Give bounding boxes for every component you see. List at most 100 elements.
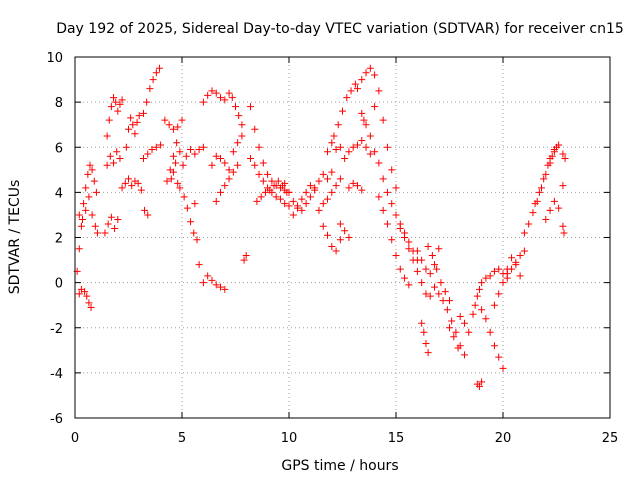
data-point bbox=[232, 103, 239, 111]
data-point bbox=[156, 64, 164, 72]
data-point bbox=[191, 150, 199, 158]
data-point bbox=[131, 130, 139, 138]
data-point bbox=[482, 274, 490, 282]
data-point bbox=[255, 143, 263, 151]
data-point bbox=[259, 159, 267, 167]
data-point bbox=[161, 116, 169, 124]
data-point bbox=[332, 146, 340, 154]
data-point bbox=[362, 69, 370, 77]
data-point bbox=[349, 143, 357, 151]
data-point bbox=[107, 103, 115, 111]
data-point bbox=[353, 182, 361, 190]
data-point bbox=[560, 229, 568, 237]
data-point bbox=[235, 112, 243, 120]
data-point bbox=[330, 132, 338, 140]
data-point bbox=[285, 202, 293, 210]
data-point bbox=[152, 69, 160, 77]
data-point bbox=[358, 109, 366, 117]
data-point bbox=[246, 155, 254, 163]
data-point bbox=[392, 252, 400, 260]
data-point bbox=[191, 200, 199, 208]
y-tick-label: 8 bbox=[55, 96, 63, 111]
data-point bbox=[225, 175, 233, 183]
data-point bbox=[251, 161, 259, 169]
data-point bbox=[383, 188, 391, 196]
data-point bbox=[122, 143, 130, 151]
data-point bbox=[169, 152, 177, 160]
data-point bbox=[388, 200, 396, 208]
data-point bbox=[253, 197, 261, 205]
data-point bbox=[234, 161, 242, 169]
data-point bbox=[125, 175, 132, 183]
data-point bbox=[298, 195, 306, 203]
data-point bbox=[81, 288, 89, 296]
data-point bbox=[183, 204, 191, 212]
data-point bbox=[431, 283, 439, 291]
data-point bbox=[478, 279, 486, 287]
data-point bbox=[85, 299, 93, 307]
data-point bbox=[332, 247, 340, 255]
data-point bbox=[475, 285, 483, 293]
data-point bbox=[490, 342, 498, 350]
data-point bbox=[401, 234, 409, 241]
data-point bbox=[82, 184, 90, 192]
data-point bbox=[460, 319, 468, 327]
data-point bbox=[91, 222, 99, 230]
data-point bbox=[212, 197, 220, 205]
data-point bbox=[448, 317, 456, 325]
data-point bbox=[238, 132, 246, 140]
data-point bbox=[221, 182, 229, 190]
data-point bbox=[86, 161, 94, 169]
data-point bbox=[173, 139, 181, 147]
data-point bbox=[405, 238, 413, 246]
y-axis-label: SDTVAR / TECUs bbox=[7, 180, 23, 295]
data-point bbox=[187, 218, 195, 226]
data-point bbox=[212, 281, 220, 289]
data-point bbox=[336, 236, 344, 244]
data-point bbox=[92, 188, 100, 196]
data-point bbox=[328, 139, 336, 147]
data-point bbox=[83, 292, 91, 300]
x-axis-label: GPS time / hours bbox=[281, 458, 398, 474]
data-point bbox=[324, 231, 332, 239]
data-point bbox=[75, 245, 83, 253]
data-point bbox=[319, 170, 327, 178]
data-point bbox=[238, 121, 246, 129]
data-point bbox=[516, 252, 524, 260]
data-point bbox=[409, 256, 417, 264]
data-point bbox=[413, 247, 421, 255]
data-point bbox=[112, 98, 120, 106]
data-point bbox=[93, 229, 101, 237]
data-point bbox=[306, 182, 314, 190]
data-point bbox=[426, 292, 434, 300]
y-tick-label: 10 bbox=[46, 51, 63, 66]
data-point bbox=[144, 150, 152, 158]
data-point bbox=[88, 211, 96, 219]
data-point bbox=[179, 161, 187, 169]
data-point bbox=[366, 64, 374, 72]
data-point bbox=[345, 234, 353, 241]
data-point bbox=[242, 252, 250, 260]
data-point bbox=[148, 146, 156, 154]
data-point bbox=[379, 206, 387, 214]
y-tick-label: 2 bbox=[55, 232, 63, 247]
data-point bbox=[199, 143, 207, 151]
data-point bbox=[163, 177, 171, 185]
data-point bbox=[531, 200, 539, 208]
data-point bbox=[375, 87, 383, 95]
data-point bbox=[208, 276, 216, 284]
data-point bbox=[435, 290, 443, 298]
data-point bbox=[478, 378, 486, 386]
data-point bbox=[358, 186, 366, 194]
data-point bbox=[328, 243, 336, 251]
x-tick-label: 25 bbox=[602, 431, 619, 446]
data-point bbox=[324, 148, 332, 156]
data-point bbox=[139, 155, 147, 163]
data-point bbox=[508, 254, 516, 262]
data-point bbox=[439, 297, 447, 305]
data-point bbox=[199, 279, 207, 287]
data-point bbox=[319, 222, 327, 230]
data-point bbox=[116, 100, 124, 108]
data-point bbox=[353, 141, 361, 149]
data-point bbox=[276, 195, 284, 203]
